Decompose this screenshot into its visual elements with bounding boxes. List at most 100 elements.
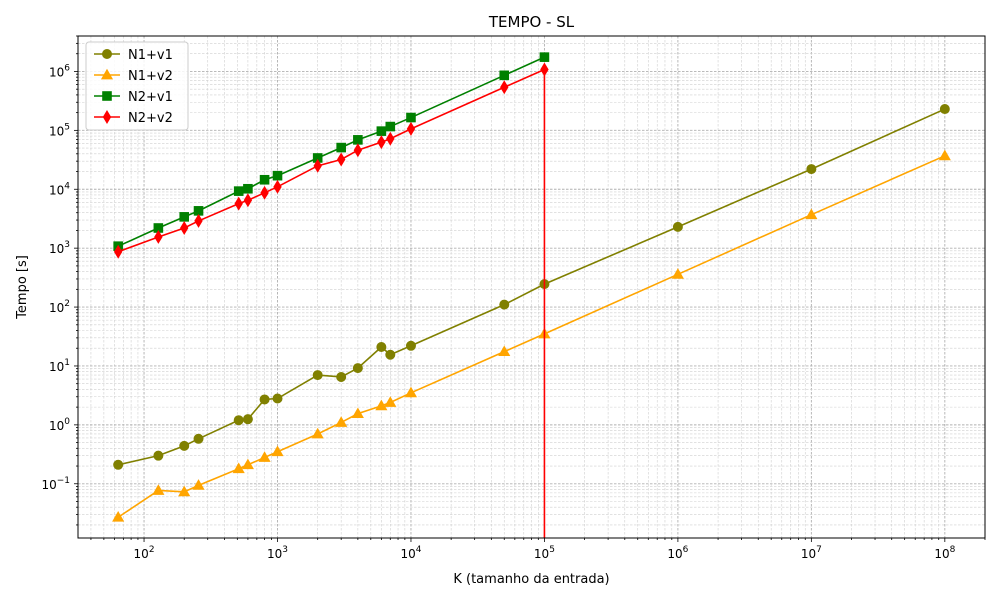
x-tick-label: 103 (267, 545, 288, 561)
data-point (406, 121, 416, 136)
x-tick-label: 107 (801, 545, 822, 561)
data-point (152, 484, 165, 495)
legend-entry: N2+v1 (94, 90, 173, 105)
data-point (179, 440, 190, 451)
data-point (377, 135, 386, 150)
data-point (805, 208, 818, 220)
x-tick-label: 104 (400, 545, 421, 561)
data-point (336, 371, 347, 382)
data-point (233, 186, 244, 196)
data-point (385, 121, 396, 132)
data-point (404, 386, 418, 398)
data-point (153, 450, 164, 461)
data-point (273, 179, 282, 194)
y-tick-label: 103 (49, 240, 70, 256)
x-tick-label: 102 (134, 545, 155, 561)
data-point (385, 349, 396, 360)
data-point (351, 407, 364, 419)
data-point (353, 143, 363, 158)
legend-label: N2+v1 (128, 90, 173, 105)
legend-label: N2+v2 (128, 111, 173, 126)
data-point (232, 462, 245, 474)
data-point (376, 126, 387, 136)
data-point (180, 221, 189, 235)
legend-marker (100, 68, 114, 80)
data-point (154, 229, 163, 244)
data-point (242, 414, 253, 425)
data-point (384, 396, 397, 407)
data-point (194, 213, 203, 228)
data-point (113, 459, 124, 470)
data-point (539, 52, 550, 62)
x-axis-label: K (tamanho da entrada) (453, 572, 609, 587)
data-point (113, 244, 123, 259)
data-point (112, 511, 125, 522)
grid (78, 35, 986, 538)
data-point (939, 104, 950, 115)
legend-entry: N2+v2 (94, 110, 173, 126)
legend-marker (102, 91, 112, 101)
data-point (259, 394, 270, 405)
y-tick-label: 105 (49, 122, 70, 138)
series-layer (112, 52, 951, 538)
data-point (259, 174, 270, 185)
y-tick-label: 106 (49, 63, 70, 79)
data-point (258, 451, 271, 462)
y-tick-label: 101 (49, 358, 70, 374)
data-point (375, 399, 388, 411)
data-point (499, 299, 510, 310)
series-N2+v2 (113, 62, 549, 538)
data-point (243, 183, 253, 194)
data-point (499, 70, 510, 81)
legend-box (85, 41, 189, 131)
data-point (500, 80, 509, 95)
y-axis-label: Tempo [s] (15, 255, 30, 320)
data-point (337, 152, 346, 167)
y-tick-label: 102 (49, 299, 70, 315)
data-point (193, 206, 204, 216)
data-point (806, 164, 817, 175)
legend-marker (102, 110, 112, 124)
data-point (376, 341, 387, 352)
data-point (193, 433, 204, 444)
data-point (260, 185, 269, 200)
data-point (234, 196, 243, 211)
data-point (241, 458, 254, 470)
data-point (313, 158, 322, 173)
data-point (671, 268, 684, 279)
data-point (271, 445, 284, 457)
series-line (117, 56, 545, 247)
y-tick-label: 10−1 (41, 476, 70, 492)
data-point (386, 131, 395, 146)
x-tick-label: 105 (534, 545, 555, 561)
data-point (272, 170, 283, 181)
legend: N1+v1 N1+v2 N2+v1 N2+v2 (85, 41, 189, 131)
legend-label: N1+v2 (128, 69, 173, 84)
data-point (353, 135, 363, 145)
data-point (540, 62, 549, 77)
y-tick-label: 100 (49, 417, 70, 433)
x-tick-label: 106 (667, 545, 688, 561)
data-point (311, 427, 324, 439)
data-point (352, 363, 363, 374)
legend-entry: N1+v2 (94, 68, 173, 84)
legend-marker (102, 49, 112, 59)
data-point (406, 112, 416, 123)
data-point (178, 485, 191, 497)
chart-title: TEMPO - SL (488, 13, 575, 31)
data-point (243, 193, 253, 208)
data-point (336, 142, 346, 153)
x-tick-label: 108 (934, 545, 955, 561)
data-point (179, 212, 190, 222)
y-tick-label: 104 (49, 181, 70, 197)
data-point (405, 340, 416, 351)
data-point (938, 149, 951, 161)
data-point (272, 393, 283, 404)
data-point (192, 479, 205, 490)
data-point (233, 415, 244, 426)
data-point (312, 370, 323, 381)
legend-label: N1+v1 (128, 48, 173, 63)
legend-entry: N1+v1 (94, 48, 173, 63)
data-point (498, 345, 511, 357)
